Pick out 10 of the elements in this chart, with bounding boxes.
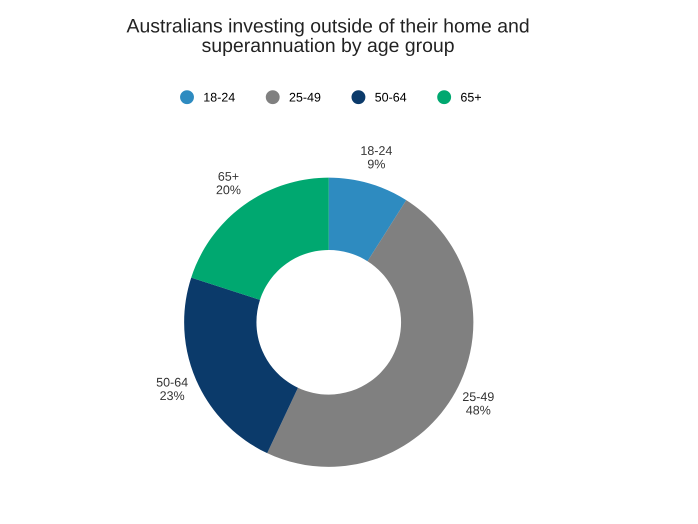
legend-label: 50-64 [375,92,406,102]
data-label: 50-64 23% [156,378,188,400]
donut-slice [328,178,406,262]
data-label: 18-24 9% [361,146,392,168]
legend-label: 65+ [461,92,481,102]
data-label: 65+ 20% [216,172,241,194]
chart-title: Australians investing outside of their home and superannuation by age group [126,18,528,56]
legend-label: 25-49 [290,92,320,102]
legend-label: 18-24 [204,92,235,102]
data-label: 25-49 48% [462,392,494,415]
